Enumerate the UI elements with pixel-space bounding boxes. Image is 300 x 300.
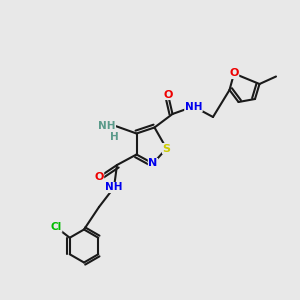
Text: O: O [229, 68, 239, 79]
Text: H: H [110, 131, 118, 142]
Text: O: O [163, 89, 173, 100]
Text: NH: NH [185, 101, 202, 112]
Text: S: S [163, 143, 170, 154]
Text: NH: NH [105, 182, 123, 193]
Text: NH: NH [98, 121, 116, 131]
Text: Cl: Cl [51, 222, 62, 232]
Text: N: N [148, 158, 158, 169]
Text: O: O [94, 172, 104, 182]
